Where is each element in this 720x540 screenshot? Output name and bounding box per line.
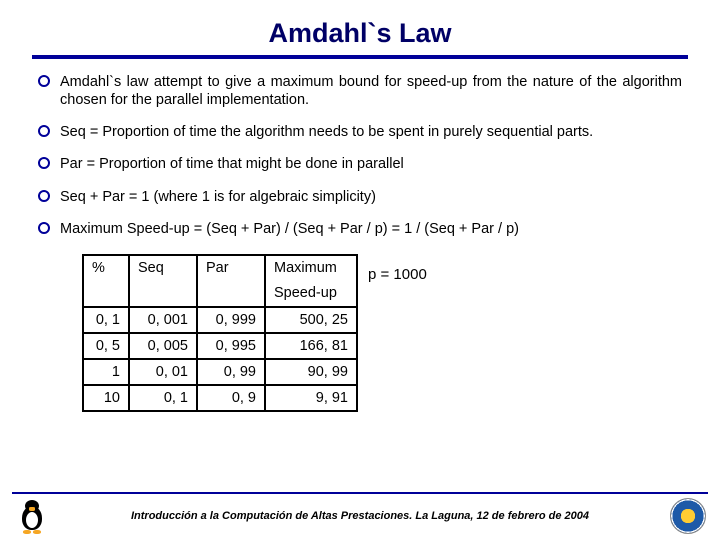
cell: 0, 001: [129, 307, 197, 333]
bullet-marker-icon: [38, 222, 50, 234]
cell: 0, 1: [129, 385, 197, 411]
table-row: 10 0, 1 0, 9 9, 91: [83, 385, 357, 411]
cell: 0, 9: [197, 385, 265, 411]
bullet-text: Par = Proportion of time that might be d…: [60, 155, 682, 173]
bullet-marker-icon: [38, 157, 50, 169]
bullet-marker-icon: [38, 125, 50, 137]
bullet-marker-icon: [38, 75, 50, 87]
bullet-item: Seq = Proportion of time the algorithm n…: [38, 123, 682, 141]
bullet-item: Maximum Speed-up = (Seq + Par) / (Seq + …: [38, 220, 682, 238]
cell: 0, 99: [197, 359, 265, 385]
cell: 1: [83, 359, 129, 385]
cell: 90, 99: [265, 359, 357, 385]
cell: 0, 999: [197, 307, 265, 333]
cell: 0, 005: [129, 333, 197, 359]
bullet-item: Amdahl`s law attempt to give a maximum b…: [38, 73, 682, 109]
cell: 10: [83, 385, 129, 411]
cell: [83, 281, 129, 307]
cell: 9, 91: [265, 385, 357, 411]
cell: 0, 1: [83, 307, 129, 333]
col-speedup: Speed-up: [265, 281, 357, 307]
slide-title: Amdahl`s Law: [32, 18, 688, 49]
table-header-row: % Seq Par Maximum: [83, 255, 357, 281]
cell: 0, 01: [129, 359, 197, 385]
bullet-text: Maximum Speed-up = (Seq + Par) / (Seq + …: [60, 220, 682, 238]
cell: 500, 25: [265, 307, 357, 333]
table-row: 0, 1 0, 001 0, 999 500, 25: [83, 307, 357, 333]
bullet-text: Amdahl`s law attempt to give a maximum b…: [60, 73, 682, 109]
cell: [197, 281, 265, 307]
speedup-table: % Seq Par Maximum Speed-up 0, 1 0, 001 0…: [82, 254, 358, 412]
bullet-list: Amdahl`s law attempt to give a maximum b…: [32, 73, 688, 252]
bullet-item: Par = Proportion of time that might be d…: [38, 155, 682, 173]
title-rule: [32, 55, 688, 59]
table-subheader-row: Speed-up: [83, 281, 357, 307]
table-row: 1 0, 01 0, 99 90, 99: [83, 359, 357, 385]
tux-penguin-icon: [12, 496, 52, 536]
col-percent: %: [83, 255, 129, 281]
university-crest-icon: [668, 496, 708, 536]
cell: [129, 281, 197, 307]
footer-rule: [12, 492, 708, 494]
cell: 0, 995: [197, 333, 265, 359]
col-seq: Seq: [129, 255, 197, 281]
col-par: Par: [197, 255, 265, 281]
table-row: 0, 5 0, 005 0, 995 166, 81: [83, 333, 357, 359]
bullet-text: Seq + Par = 1 (where 1 is for algebraic …: [60, 188, 682, 206]
cell: 166, 81: [265, 333, 357, 359]
p-value-note: p = 1000: [368, 266, 427, 283]
bullet-item: Seq + Par = 1 (where 1 is for algebraic …: [38, 188, 682, 206]
footer: Introducción a la Computación de Altas P…: [0, 492, 720, 540]
col-maximum: Maximum: [265, 255, 357, 281]
bullet-text: Seq = Proportion of time the algorithm n…: [60, 123, 682, 141]
bullet-marker-icon: [38, 190, 50, 202]
cell: 0, 5: [83, 333, 129, 359]
footer-text: Introducción a la Computación de Altas P…: [52, 510, 668, 522]
